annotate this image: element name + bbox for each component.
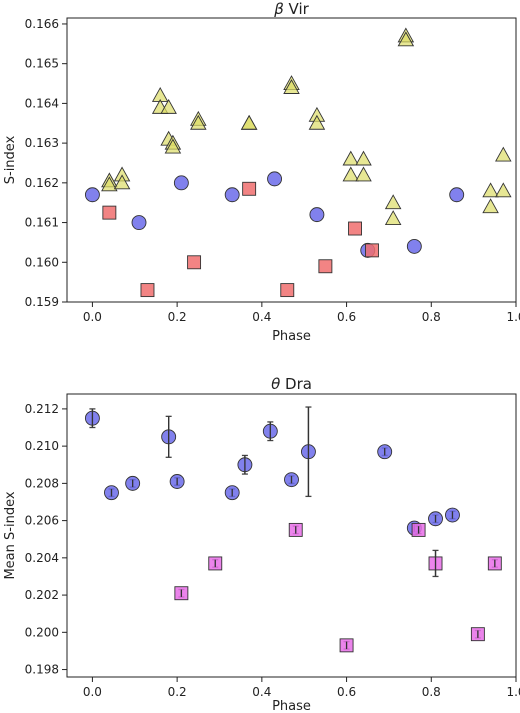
circle-point-0 <box>84 187 100 203</box>
square-point-4 <box>280 283 295 298</box>
square-point-1 <box>140 283 155 298</box>
triangle-point-22 <box>384 194 402 210</box>
square-point-7 <box>365 243 379 258</box>
square-point-2 <box>187 255 202 270</box>
triangle-point-1 <box>101 176 118 192</box>
x-tick-label: 0.4 <box>252 685 271 699</box>
x-tick-label: 0.6 <box>337 310 356 324</box>
theta-dra-panel: θ Dra 0.0 0.2 0.4 0.6 0.8 1.0 0.198 0.200 0.202 0.… <box>3 375 520 713</box>
y-tick-label: 0.200 <box>25 625 59 639</box>
series-circle <box>84 171 465 258</box>
y-tick-label: 0.210 <box>25 439 59 453</box>
triangle-point-20 <box>355 150 372 166</box>
y-tick-label: 0.159 <box>25 295 59 309</box>
triangle-point-17 <box>308 114 326 130</box>
triangle-point-28 <box>495 146 512 162</box>
y-tick-label: 0.164 <box>25 96 59 110</box>
circle-point-5 <box>309 207 325 223</box>
x-tick-label: 1.0 <box>506 310 520 324</box>
y-axis-label: Mean S-index <box>3 491 18 579</box>
plot-frame <box>66 17 517 303</box>
series-triangle <box>101 27 512 226</box>
circle-point-8 <box>449 187 465 203</box>
y-tick-label: 0.212 <box>25 402 59 416</box>
chart-title: β Vir <box>273 0 309 18</box>
triangle-point-13 <box>240 114 258 130</box>
y-axis-label: S-index <box>3 135 18 184</box>
series-square <box>174 522 502 653</box>
triangle-point-27 <box>482 198 499 214</box>
circle-point-1 <box>131 215 147 231</box>
triangle-point-6 <box>160 98 177 114</box>
beta-vir-panel: β Vir 0.0 0.2 0.4 0.6 0.8 1.0 0.159 0.160 0.161 0.… <box>3 0 520 344</box>
circle-point-3 <box>224 187 240 203</box>
triangle-point-29 <box>495 182 512 198</box>
triangle-point-3 <box>113 174 131 190</box>
circle-point-7 <box>406 238 422 254</box>
triangle-point-26 <box>482 182 499 198</box>
x-tick-label: 0.2 <box>168 310 187 324</box>
square-point-5 <box>318 259 333 274</box>
x-tick-label: 0.0 <box>83 310 102 324</box>
x-tick-label: 0.6 <box>337 685 356 699</box>
y-tick-label: 0.165 <box>25 57 59 71</box>
x-axis-label: Phase <box>272 699 311 713</box>
title-text: Dra <box>280 375 312 393</box>
y-tick-label: 0.198 <box>25 663 59 677</box>
plot-frame <box>66 393 517 678</box>
x-tick-label: 0.4 <box>252 310 271 324</box>
triangle-point-11 <box>190 114 207 130</box>
triangle-point-23 <box>384 210 402 226</box>
square-point-0 <box>102 205 117 220</box>
series-square <box>102 181 379 298</box>
y-tick-label: 0.208 <box>25 476 59 490</box>
triangle-point-21 <box>355 166 372 182</box>
series-circle <box>84 406 460 536</box>
y-tick-label: 0.163 <box>25 136 59 150</box>
title-text: Vir <box>284 0 310 18</box>
y-tick-label: 0.202 <box>25 588 59 602</box>
title-symbol: θ <box>271 375 280 393</box>
y-tick-label: 0.162 <box>25 176 59 190</box>
y-tick-label: 0.160 <box>25 255 59 269</box>
x-tick-label: 0.2 <box>168 685 187 699</box>
triangle-point-25 <box>397 31 415 47</box>
circle-point-2 <box>173 175 189 191</box>
chart-title: θ Dra <box>271 375 312 393</box>
x-axis-label: Phase <box>272 329 311 344</box>
triangle-point-9 <box>164 138 182 154</box>
x-tick-label: 0.0 <box>83 685 102 699</box>
y-tick-label: 0.161 <box>25 216 59 230</box>
title-symbol: β <box>273 0 284 18</box>
x-tick-label: 0.8 <box>422 685 441 699</box>
y-tick-label: 0.166 <box>25 17 59 31</box>
square-point-6 <box>348 221 362 236</box>
circle-point-4 <box>267 171 283 187</box>
x-tick-label: 1.0 <box>506 685 520 699</box>
square-point-3 <box>242 181 257 196</box>
triangle-point-15 <box>283 79 300 94</box>
triangle-point-18 <box>342 150 360 166</box>
triangle-point-19 <box>342 166 360 182</box>
y-tick-label: 0.206 <box>25 514 59 528</box>
y-tick-label: 0.204 <box>25 551 59 565</box>
x-tick-label: 0.8 <box>422 310 441 324</box>
